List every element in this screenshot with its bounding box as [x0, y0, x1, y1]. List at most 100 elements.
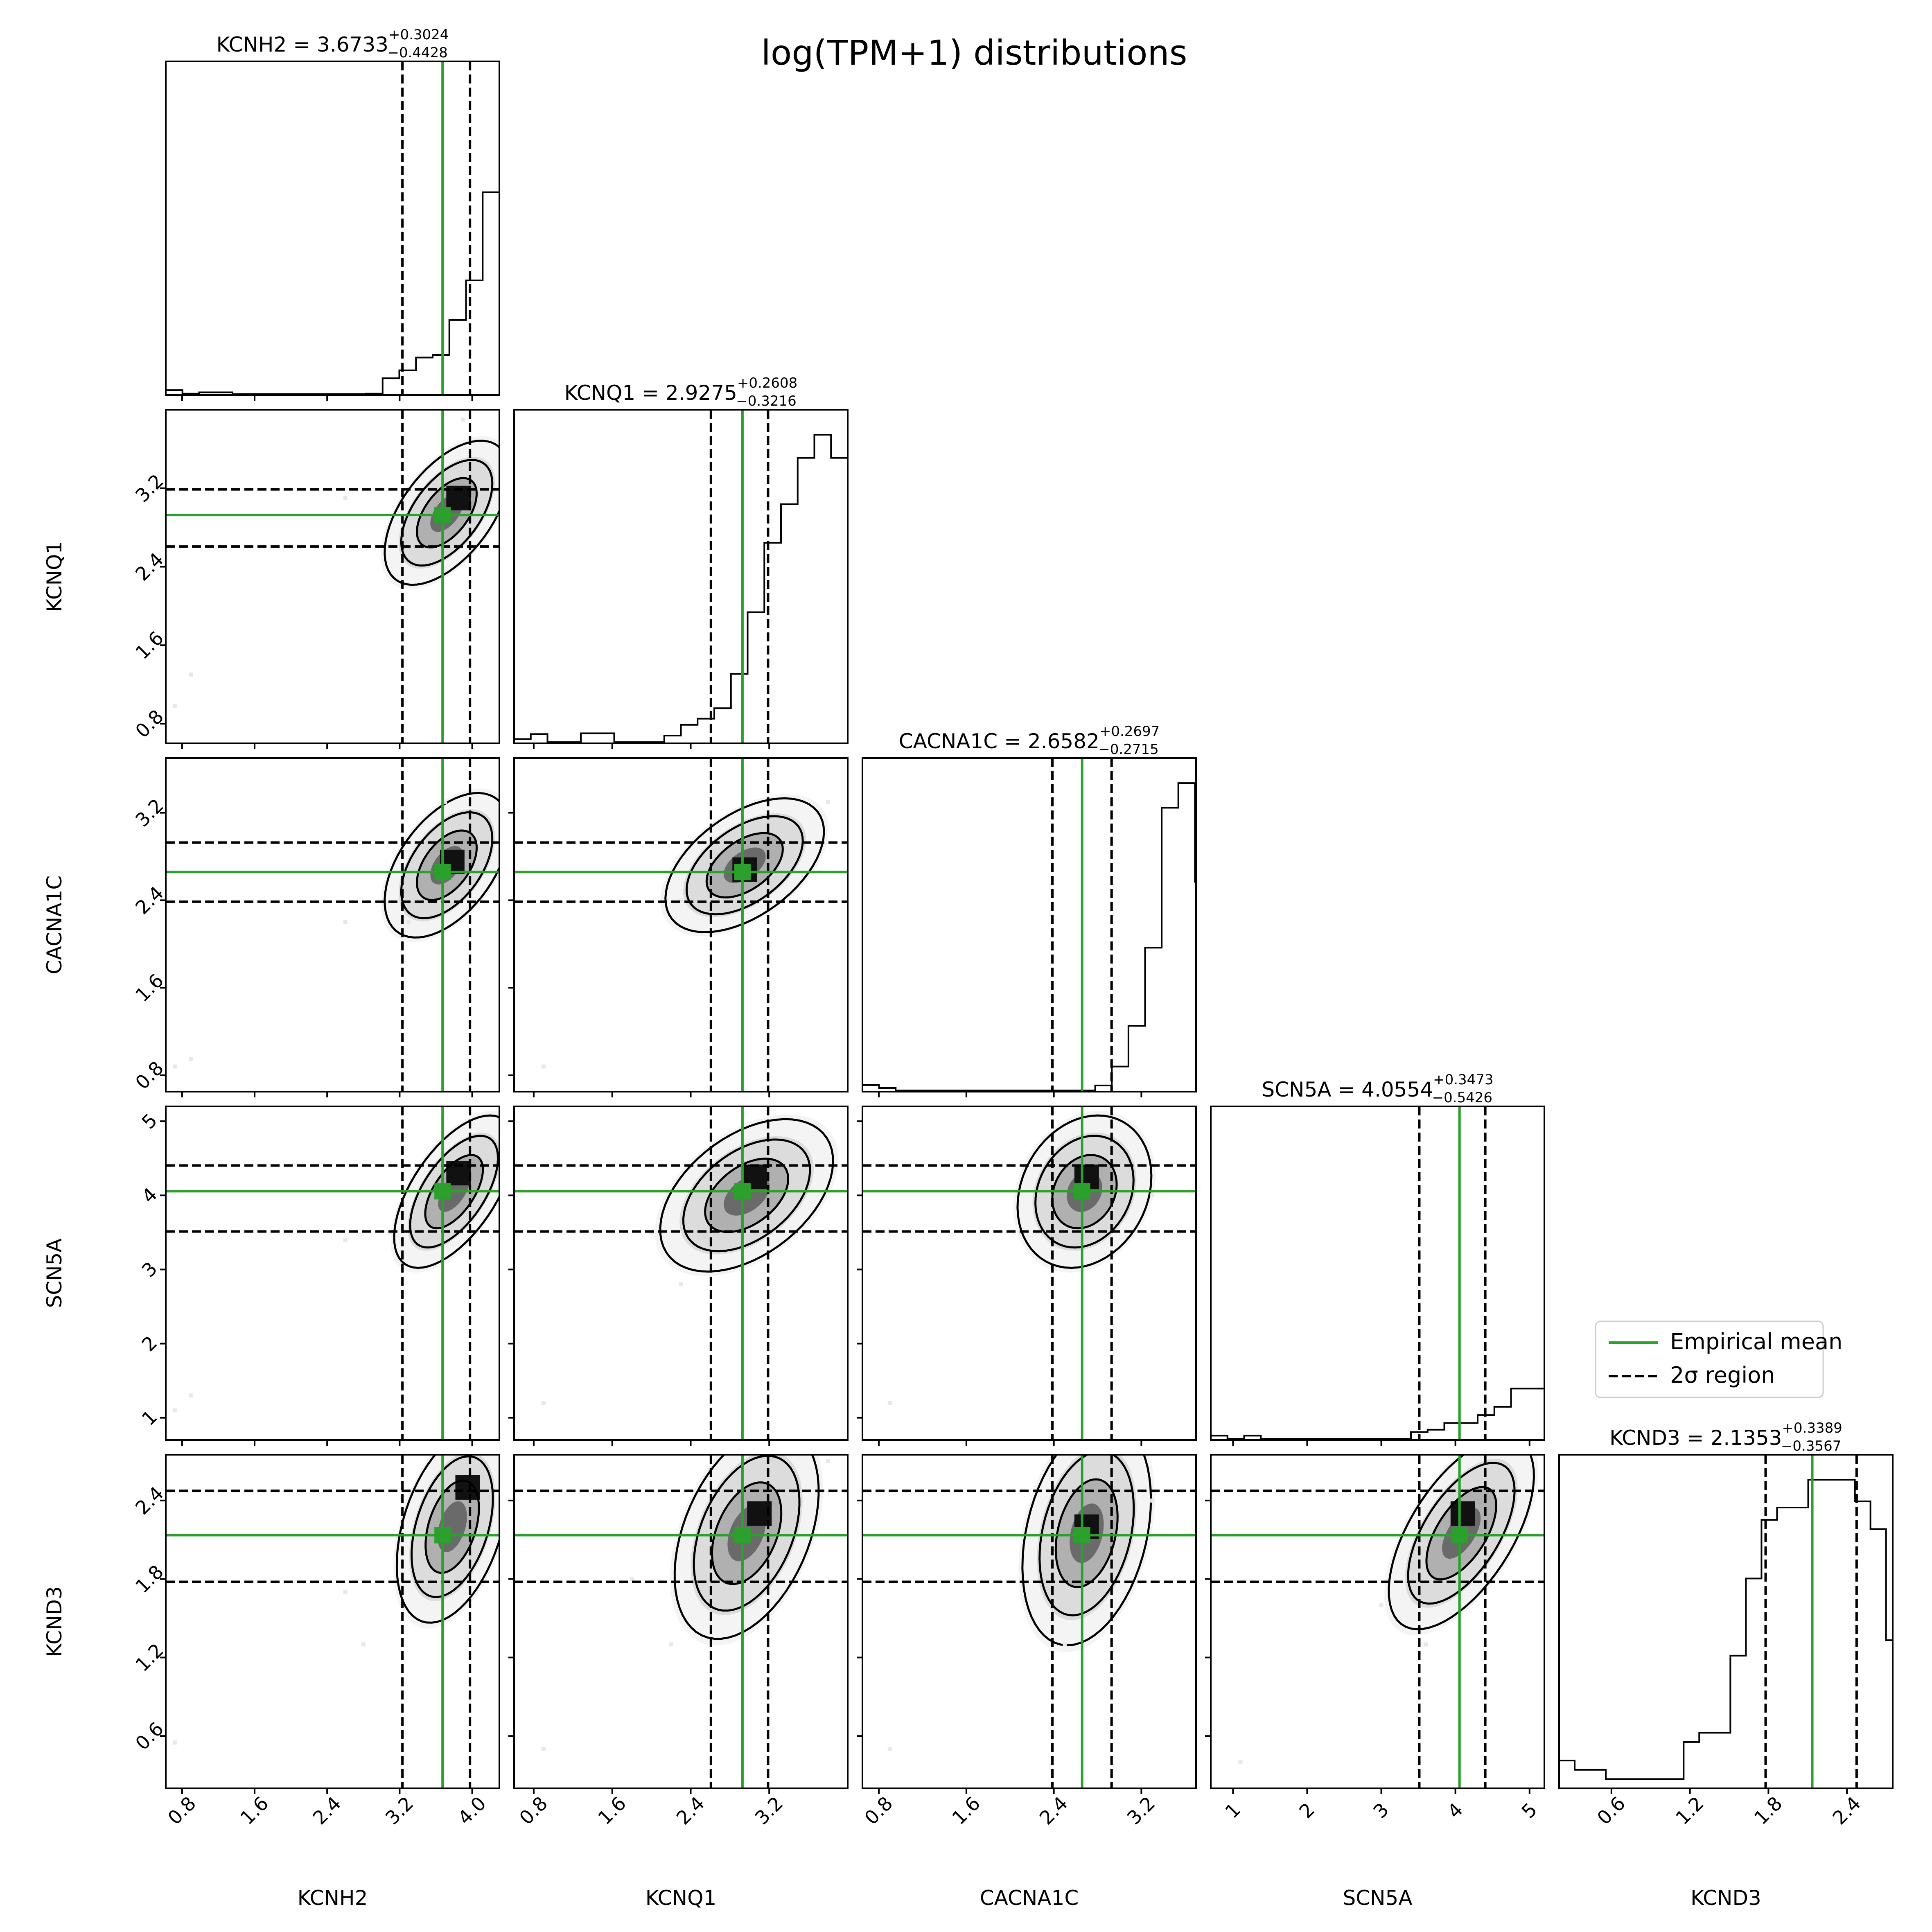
y-axis-label-kcnd3: KCND3: [43, 1586, 66, 1657]
x-tick-label-kcnh2: 4.0: [454, 1792, 490, 1829]
y-tick-label-scn5a: 2: [138, 1332, 162, 1356]
outlier-point: [343, 496, 348, 500]
density-contour: [384, 440, 499, 586]
density-contour: [1054, 1478, 1119, 1589]
hist-scn5a-frame: [1210, 1106, 1545, 1441]
y-axis-label-kcnq1: KCNQ1: [43, 541, 66, 612]
density-layer-kcnd3-vs-scn5a: [1211, 1455, 1544, 1788]
x-tick-label-kcnd3: 0.6: [1593, 1792, 1630, 1829]
outlier-point: [173, 1408, 177, 1413]
hist-kcnd3-title: KCND3 = 2.1353+0.3389 −0.3567: [1609, 1420, 1842, 1454]
panel-frame: [165, 1454, 500, 1789]
outlier-point: [541, 1747, 546, 1751]
density-contour: [424, 1154, 484, 1230]
hist-cacna1c-title: CACNA1C = 2.6582+0.2697 −0.2715: [899, 723, 1160, 758]
outlier-point: [1238, 1760, 1243, 1765]
scatter-panel-cacna1c-vs-kcnh2: 0.8 1.6 2.4 3.2: [131, 757, 500, 1097]
outlier-point: [189, 1393, 194, 1398]
outlier-point: [443, 799, 447, 804]
panel-frame: [513, 757, 849, 1092]
mean-marker: [1451, 1527, 1468, 1544]
y-tick-label-scn5a: 1: [138, 1406, 162, 1430]
density-contour: [395, 1455, 499, 1624]
mean-marker: [434, 1183, 451, 1200]
scatter-panel-scn5a-vs-cacna1c: [857, 1106, 1197, 1446]
x-tick-label-cacna1c: 0.8: [860, 1792, 897, 1829]
density-contour: [673, 1455, 820, 1640]
scatter-panel-kcnd3-vs-cacna1c: 0.8 1.6 2.4 3.2: [857, 1454, 1197, 1829]
panel-frame: [513, 1106, 849, 1441]
outlier-point: [343, 1590, 348, 1594]
scatter-panel-kcnd3-vs-kcnq1: 0.8 1.6 2.4 3.2: [508, 1454, 849, 1829]
density-contour: [400, 459, 494, 567]
density-layer-kcnd3-vs-kcnh2: [166, 1455, 499, 1788]
scatter-panel-kcnd3-vs-scn5a: 1 2 3 4 5: [1205, 1454, 1545, 1823]
x-tick-label-cacna1c: 1.6: [948, 1792, 984, 1829]
density-peak: [455, 1475, 480, 1500]
mean-marker: [434, 864, 451, 880]
outlier-point: [343, 1238, 348, 1242]
hist-cacna1c-frame: [862, 757, 1197, 1092]
density-layer-cacna1c-vs-kcnh2: [166, 758, 499, 1092]
outlier-point: [826, 799, 831, 804]
outlier-point: [173, 704, 177, 708]
x-axis-label-scn5a: SCN5A: [1343, 1886, 1412, 1910]
density-layer-scn5a-vs-kcnq1: [514, 1106, 848, 1440]
outlier-point: [189, 1056, 194, 1061]
outlier-point: [1150, 1498, 1155, 1503]
hist-kcnh2-steps: [166, 112, 499, 395]
outlier-point: [406, 920, 411, 924]
density-layer-kcnd3-vs-kcnq1: [514, 1455, 848, 1788]
panel-frame: [862, 1454, 1197, 1789]
outlier-point: [541, 1064, 546, 1069]
x-tick-label-scn5a: 3: [1369, 1799, 1393, 1823]
outlier-point: [173, 1064, 177, 1069]
x-axis-label-kcnq1: KCNQ1: [646, 1886, 717, 1910]
hist-panel-kcnd3: KCND3 = 2.1353+0.3389 −0.3567 0.6 1.2 1.8 2.4: [1558, 1420, 1894, 1829]
y-tick-label-kcnd3: 2.4: [131, 1482, 168, 1519]
x-tick-label-kcnd3: 1.8: [1750, 1792, 1787, 1829]
density-layer-scn5a-vs-cacna1c: [862, 1106, 1196, 1440]
mean-marker: [434, 1527, 451, 1544]
mean-marker: [734, 1183, 751, 1200]
outlier-point: [1150, 1193, 1155, 1198]
y-tick-label-kcnq1: 2.4: [131, 548, 168, 585]
density-contour: [400, 811, 494, 919]
panel-frame: [165, 1106, 500, 1441]
x-tick-label-kcnq1: 2.4: [672, 1792, 709, 1829]
y-tick-label-kcnq1: 1.6: [131, 627, 168, 664]
scatter-panel-kcnd3-vs-kcnh2: 0.8 1.6 2.4 3.2 4.0 0.6 1.2 1.8 2.4: [131, 1454, 500, 1829]
x-tick-label-kcnh2: 2.4: [309, 1792, 345, 1829]
y-tick-label-cacna1c: 0.8: [131, 1057, 168, 1094]
outlier-point: [343, 920, 348, 924]
x-tick-label-kcnd3: 2.4: [1828, 1792, 1865, 1829]
panel-frame: [513, 1454, 849, 1789]
outlier-point: [679, 898, 683, 903]
density-contour: [1038, 1455, 1135, 1617]
density-contour: [1021, 1455, 1152, 1647]
x-tick-label-kcnh2: 0.8: [163, 1792, 200, 1829]
density-contour: [693, 1455, 801, 1612]
legend-label-mean: Empirical mean: [1670, 1329, 1842, 1354]
hist-cacna1c-steps: [862, 782, 1196, 1091]
outlier-point: [361, 1642, 366, 1647]
x-tick-label-cacna1c: 2.4: [1035, 1792, 1072, 1829]
density-contour: [1016, 1114, 1153, 1269]
x-tick-label-scn5a: 2: [1295, 1799, 1319, 1823]
hist-panel-kcnh2: KCNH2 = 3.6733+0.3024 −0.4428: [165, 27, 500, 401]
panel-frame: [165, 757, 500, 1092]
x-tick-label-scn5a: 1: [1221, 1799, 1245, 1823]
density-layer-cacna1c-vs-kcnq1: [514, 758, 848, 1092]
y-tick-label-scn5a: 4: [138, 1183, 162, 1208]
y-tick-label-scn5a: 5: [138, 1109, 162, 1133]
hist-kcnd3-steps: [1559, 1479, 1893, 1780]
panel-frame: [862, 1106, 1197, 1441]
x-tick-label-scn5a: 5: [1517, 1799, 1542, 1823]
x-tick-label-kcnd3: 1.2: [1671, 1792, 1708, 1829]
density-layer-scn5a-vs-kcnh2: [166, 1106, 499, 1440]
outlier-point: [541, 1401, 546, 1405]
density-contour: [1407, 1462, 1516, 1605]
hist-kcnq1-steps: [514, 434, 848, 743]
mean-marker: [734, 864, 751, 880]
